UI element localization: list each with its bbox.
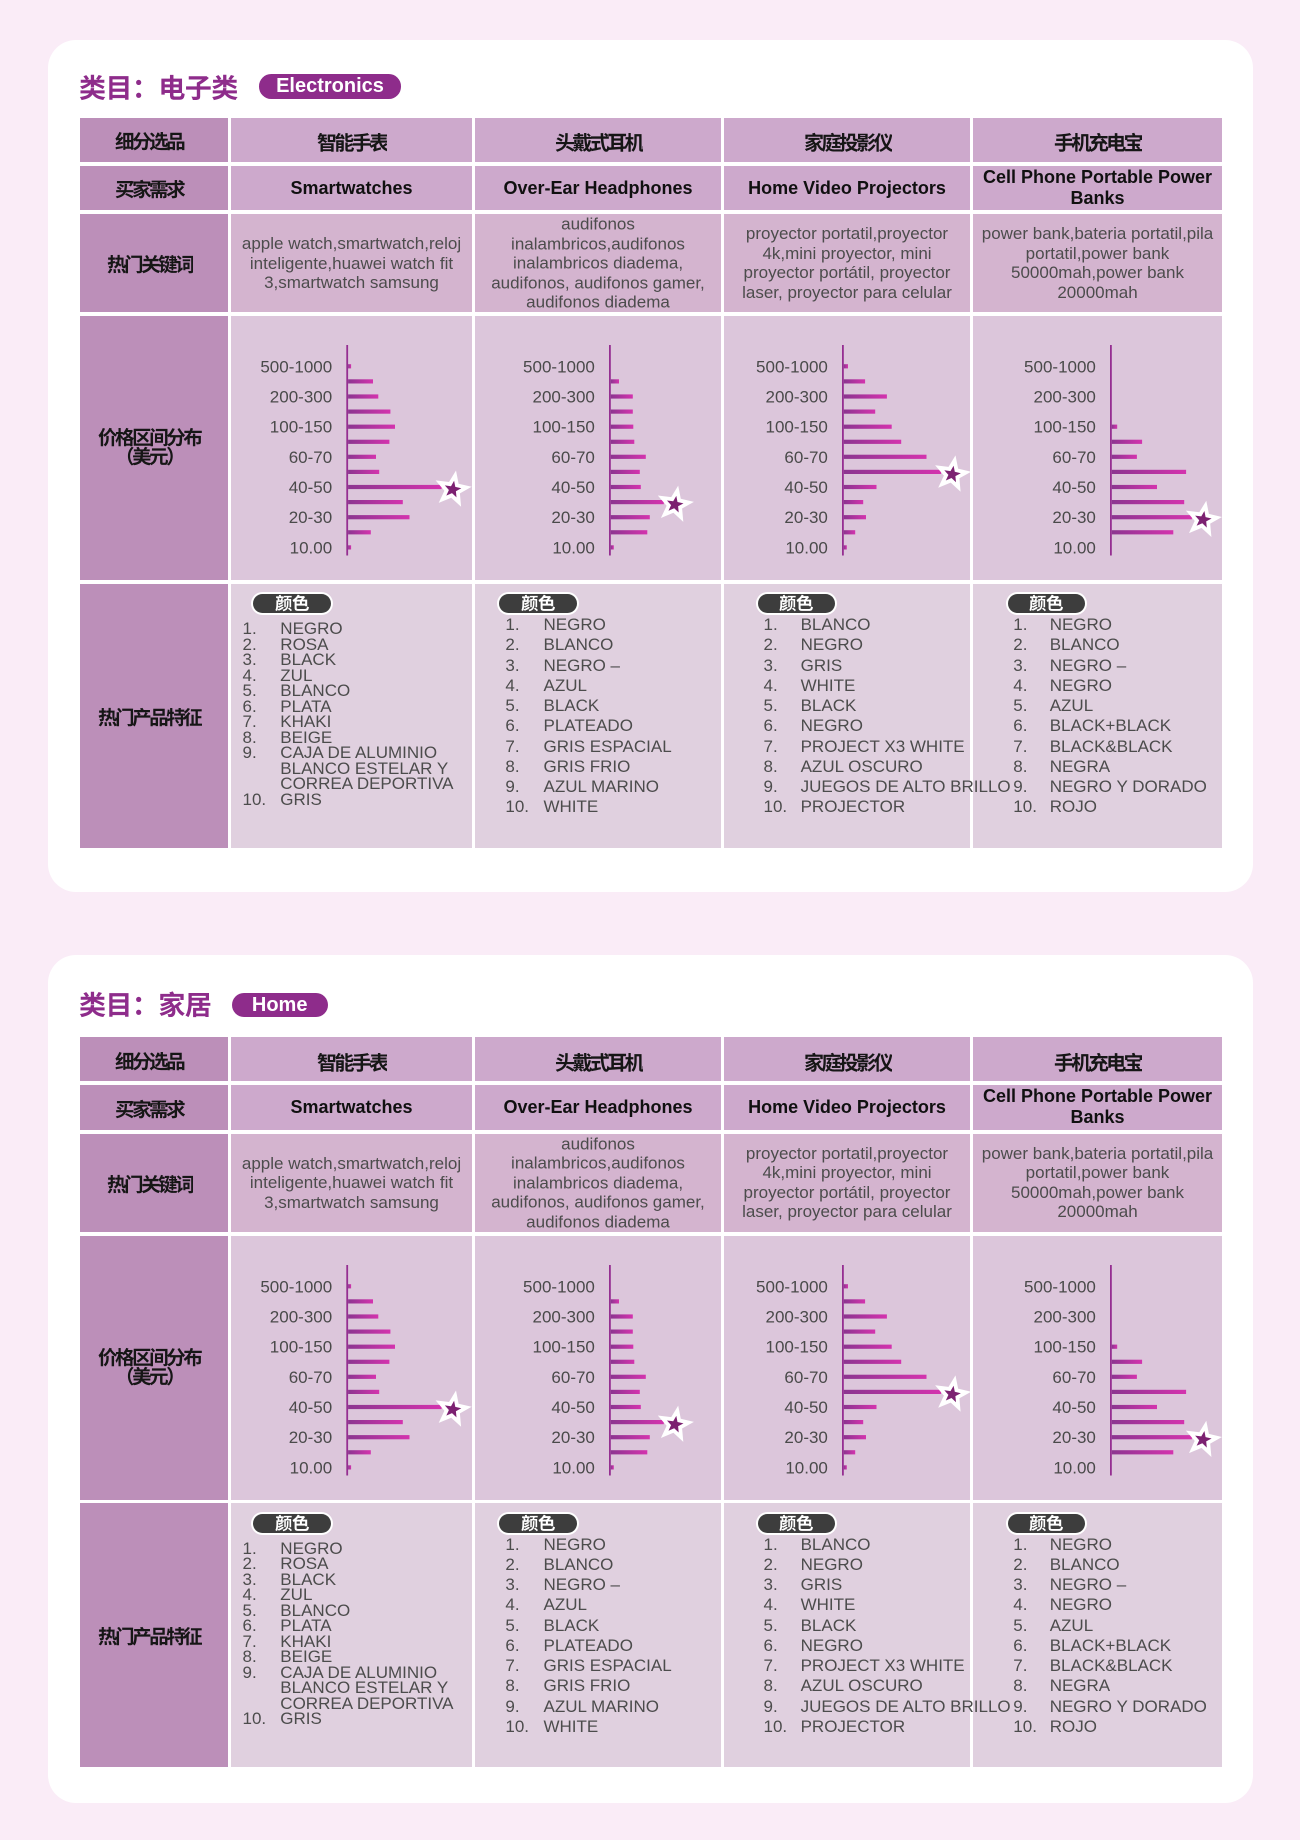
svg-text:20-30: 20-30 — [784, 1428, 827, 1447]
svg-text:500-1000: 500-1000 — [1024, 1277, 1096, 1296]
svg-text:100-150: 100-150 — [270, 1337, 332, 1356]
svg-text:60-70: 60-70 — [1052, 1367, 1095, 1386]
svg-text:20-30: 20-30 — [1052, 1428, 1095, 1447]
svg-text:100-150: 100-150 — [1034, 1337, 1096, 1356]
svg-text:40-50: 40-50 — [551, 1398, 594, 1417]
svg-text:100-150: 100-150 — [533, 1337, 595, 1356]
svg-text:500-1000: 500-1000 — [1024, 357, 1096, 376]
svg-text:200-300: 200-300 — [1034, 388, 1096, 407]
svg-text:20-30: 20-30 — [784, 508, 827, 527]
svg-text:10.00: 10.00 — [552, 1458, 595, 1477]
svg-text:10.00: 10.00 — [552, 538, 595, 557]
svg-text:200-300: 200-300 — [270, 1307, 332, 1326]
svg-text:500-1000: 500-1000 — [523, 1277, 595, 1296]
svg-text:100-150: 100-150 — [766, 418, 828, 437]
svg-text:10.00: 10.00 — [290, 1458, 333, 1477]
svg-text:500-1000: 500-1000 — [260, 1277, 332, 1296]
svg-text:10.00: 10.00 — [785, 1458, 828, 1477]
svg-text:60-70: 60-70 — [1052, 448, 1095, 467]
svg-text:100-150: 100-150 — [270, 418, 332, 437]
svg-text:20-30: 20-30 — [289, 1428, 332, 1447]
svg-text:500-1000: 500-1000 — [523, 357, 595, 376]
svg-text:40-50: 40-50 — [289, 478, 332, 497]
svg-text:200-300: 200-300 — [1034, 1307, 1096, 1326]
svg-text:60-70: 60-70 — [784, 448, 827, 467]
svg-text:20-30: 20-30 — [551, 1428, 594, 1447]
svg-text:40-50: 40-50 — [1052, 478, 1095, 497]
svg-text:500-1000: 500-1000 — [756, 1277, 828, 1296]
svg-text:40-50: 40-50 — [784, 478, 827, 497]
svg-text:100-150: 100-150 — [533, 418, 595, 437]
svg-text:60-70: 60-70 — [289, 1367, 332, 1386]
svg-text:10.00: 10.00 — [1053, 1458, 1096, 1477]
svg-text:500-1000: 500-1000 — [756, 357, 828, 376]
svg-text:200-300: 200-300 — [533, 1307, 595, 1326]
svg-text:40-50: 40-50 — [289, 1398, 332, 1417]
svg-text:200-300: 200-300 — [766, 388, 828, 407]
svg-text:10.00: 10.00 — [785, 538, 828, 557]
svg-text:40-50: 40-50 — [1052, 1398, 1095, 1417]
svg-text:20-30: 20-30 — [551, 508, 594, 527]
svg-text:200-300: 200-300 — [270, 388, 332, 407]
svg-text:20-30: 20-30 — [1052, 508, 1095, 527]
svg-text:500-1000: 500-1000 — [260, 357, 332, 376]
svg-text:10.00: 10.00 — [1053, 538, 1096, 557]
svg-text:100-150: 100-150 — [1034, 418, 1096, 437]
svg-text:40-50: 40-50 — [784, 1398, 827, 1417]
svg-text:200-300: 200-300 — [766, 1307, 828, 1326]
svg-text:60-70: 60-70 — [551, 1367, 594, 1386]
svg-text:60-70: 60-70 — [784, 1367, 827, 1386]
svg-text:20-30: 20-30 — [289, 508, 332, 527]
svg-text:200-300: 200-300 — [533, 388, 595, 407]
svg-text:60-70: 60-70 — [289, 448, 332, 467]
svg-text:40-50: 40-50 — [551, 478, 594, 497]
svg-text:10.00: 10.00 — [290, 538, 333, 557]
svg-text:60-70: 60-70 — [551, 448, 594, 467]
svg-text:100-150: 100-150 — [766, 1337, 828, 1356]
